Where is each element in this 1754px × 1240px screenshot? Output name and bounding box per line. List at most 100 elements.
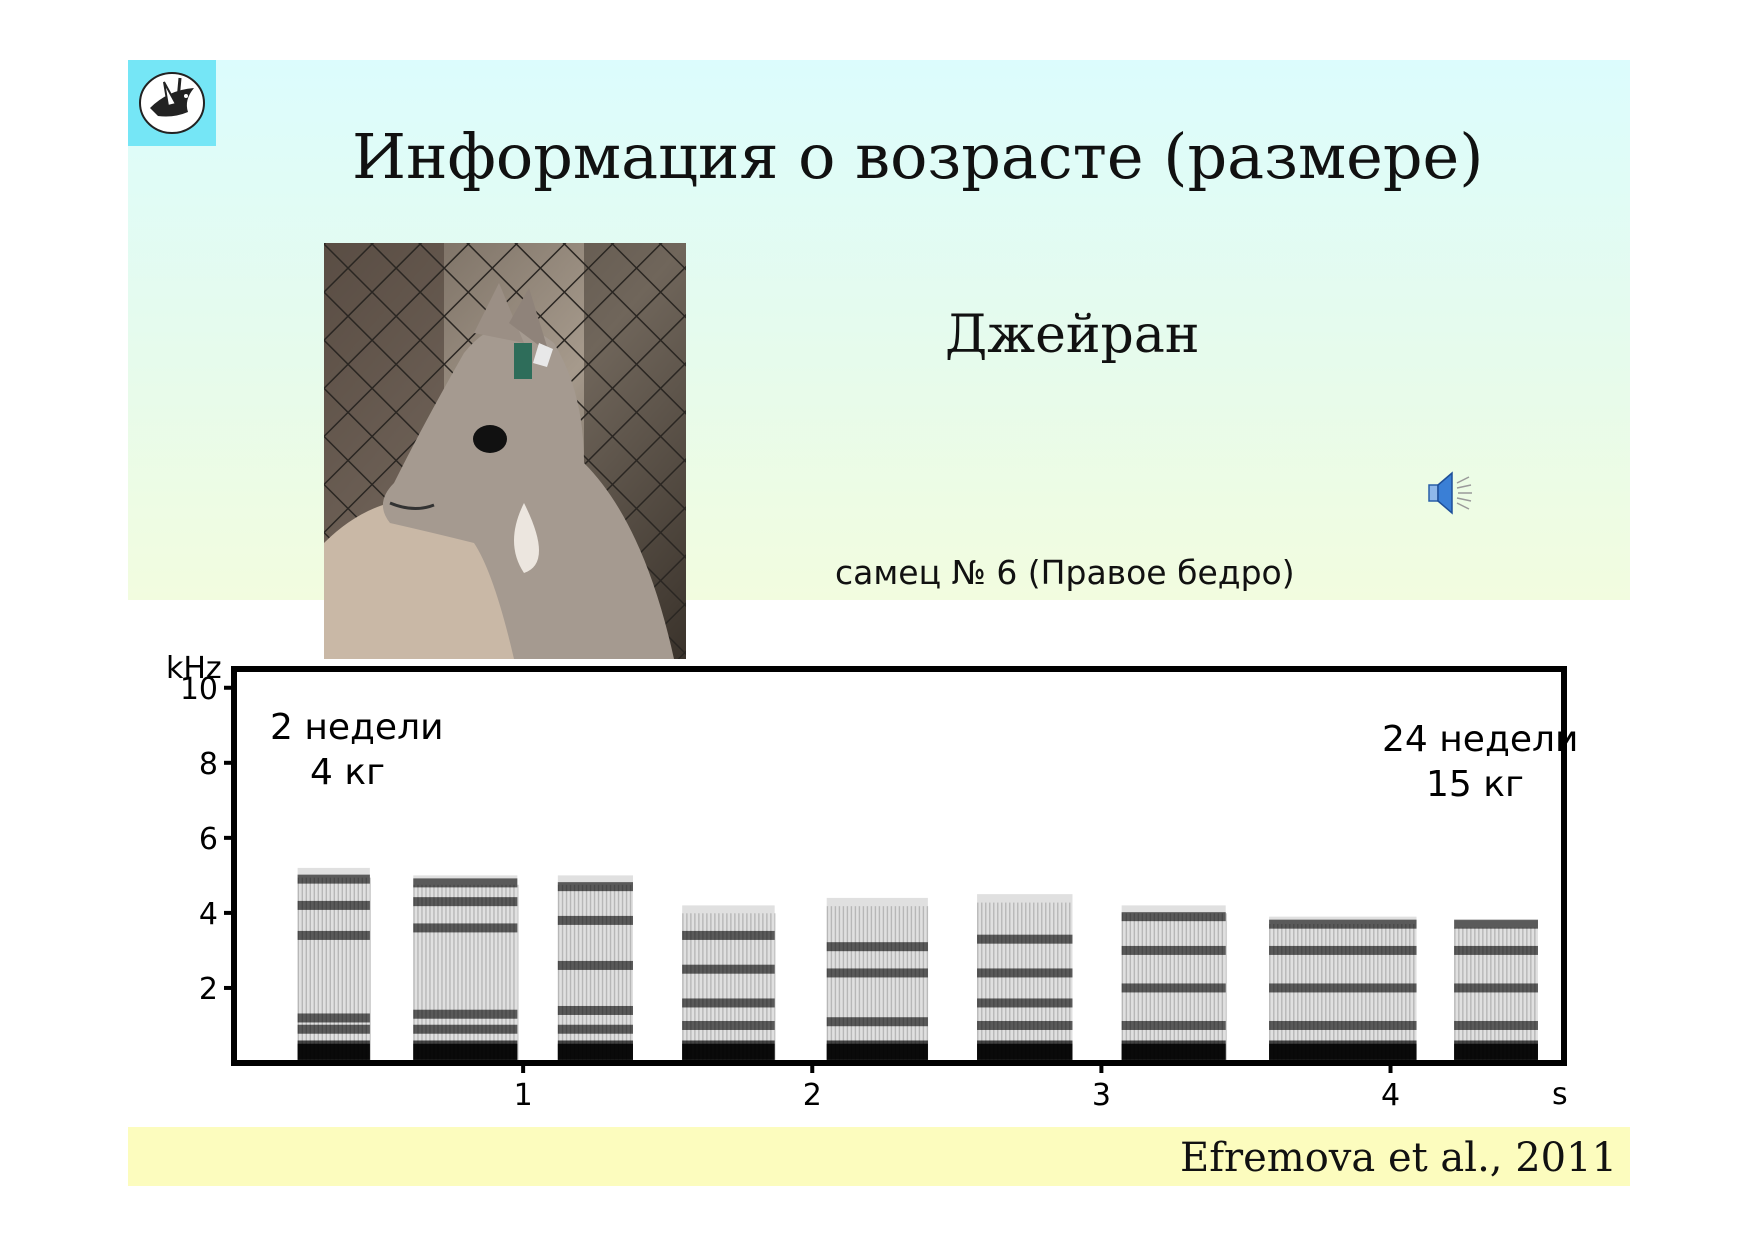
striation [573, 884, 576, 1062]
striation [1478, 927, 1480, 1062]
call-haze [977, 894, 1073, 1062]
striation [1413, 923, 1415, 1062]
call-1 [297, 867, 372, 1062]
striation [473, 884, 475, 1062]
striation [706, 913, 708, 1062]
striation [1281, 923, 1283, 1062]
striation [565, 884, 568, 1062]
harmonic-band [977, 998, 1073, 1008]
striation [1321, 923, 1323, 1062]
striation [1025, 902, 1027, 1062]
harmonic-band [297, 1024, 370, 1034]
speaker-icon[interactable] [1425, 465, 1475, 521]
striation [369, 877, 372, 1062]
striation [1490, 927, 1492, 1062]
striation [750, 913, 752, 1062]
striation [429, 884, 431, 1062]
striation [1526, 927, 1528, 1062]
striation [589, 884, 592, 1062]
striation [1454, 927, 1456, 1062]
striation [517, 884, 519, 1062]
striation [854, 906, 857, 1062]
striation [1510, 927, 1512, 1062]
striation [605, 884, 608, 1062]
striation [989, 902, 991, 1062]
striation [1470, 927, 1472, 1062]
x-axis-unit: s [1552, 1077, 1568, 1112]
striation [1409, 923, 1411, 1062]
striation [505, 884, 507, 1062]
harmonic-band [1269, 1020, 1417, 1030]
striation [1313, 923, 1315, 1062]
striation [1341, 923, 1343, 1062]
harmonic-band [1269, 983, 1417, 993]
striation [702, 913, 704, 1062]
striation [1482, 927, 1484, 1062]
striation [918, 906, 921, 1062]
call-6 [977, 894, 1073, 1062]
striation [1486, 927, 1488, 1062]
harmonic-band [682, 998, 775, 1008]
slide-title: Информация о возрасте (размере) [352, 120, 1484, 193]
striation [321, 877, 324, 1062]
striation [1301, 923, 1303, 1062]
striation [425, 884, 427, 1062]
harmonic-band [977, 1020, 1073, 1030]
striation [746, 913, 748, 1062]
striation [481, 884, 483, 1062]
striation [870, 906, 873, 1062]
striation [1337, 923, 1339, 1062]
striation [597, 884, 600, 1062]
call-base [682, 1040, 775, 1062]
striation [569, 884, 572, 1062]
striation [694, 913, 696, 1062]
striation [1069, 902, 1071, 1062]
striation [1518, 927, 1520, 1062]
call-base [557, 1040, 633, 1062]
harmonic-band [413, 1024, 518, 1034]
striation [1317, 923, 1319, 1062]
call-2 [413, 875, 519, 1062]
striation [1385, 923, 1387, 1062]
striation [762, 913, 764, 1062]
striation [341, 877, 344, 1062]
striation [874, 906, 877, 1062]
citation: Efremova et al., 2011 [1180, 1135, 1618, 1181]
striation [469, 884, 471, 1062]
striation [906, 906, 909, 1062]
striation [325, 877, 328, 1062]
striation [1462, 927, 1464, 1062]
lab-logo [128, 60, 216, 146]
striation [926, 906, 929, 1062]
striation [730, 913, 732, 1062]
y-tick-label: 8 [199, 747, 218, 782]
striation [449, 884, 451, 1062]
striation [774, 913, 776, 1062]
call-base [1121, 1040, 1226, 1062]
annotation-right-line1: 24 недели [1382, 719, 1578, 760]
striation [1365, 923, 1367, 1062]
striation [445, 884, 447, 1062]
striation [609, 884, 612, 1062]
striation [585, 884, 588, 1062]
striation [1345, 923, 1347, 1062]
striation [1349, 923, 1351, 1062]
harmonic-band [1121, 945, 1226, 955]
striation [561, 884, 564, 1062]
striation [862, 906, 865, 1062]
striation [497, 884, 499, 1062]
striation [1017, 902, 1019, 1062]
harmonic-band [413, 923, 518, 933]
harmonic-band [557, 882, 633, 892]
striation [1329, 923, 1331, 1062]
striation [621, 884, 624, 1062]
harmonic-band [557, 960, 633, 970]
annotation-left-line2: 4 кг [310, 752, 385, 793]
striation [914, 906, 917, 1062]
harmonic-band [297, 930, 370, 940]
striation [433, 884, 435, 1062]
striation [738, 913, 740, 1062]
striation [417, 884, 419, 1062]
striation [413, 884, 415, 1062]
